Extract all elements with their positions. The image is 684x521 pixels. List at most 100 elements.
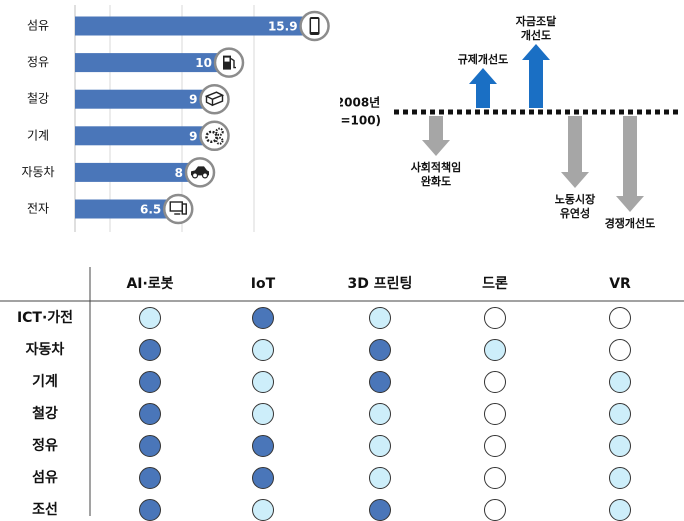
bar-value-label: 15.9	[268, 20, 298, 34]
up-arrow-label: 규제개선도	[458, 52, 509, 66]
bar-value-label: 6.5	[140, 203, 161, 217]
interest-dot	[609, 499, 631, 521]
car-wheel	[191, 172, 199, 179]
column-header: 3D 프린팅	[348, 275, 413, 292]
bar	[75, 162, 191, 182]
interest-dot	[369, 371, 391, 393]
steel-beam-icon	[199, 83, 230, 115]
row-label: 정유	[32, 437, 58, 454]
industry-bar-chart: 섬유 15.9 정유 10 철강 9 기계 9 자동차 8 전자 6.5	[21, 5, 330, 232]
interest-dot	[252, 371, 274, 393]
down-arrow	[616, 116, 644, 212]
bar-value-label: 9	[189, 93, 197, 107]
bar-value-label: 8	[175, 166, 183, 180]
bar-value-label: 10	[195, 56, 212, 70]
interest-dot	[484, 339, 506, 361]
gear-small-2	[215, 136, 224, 145]
car-wheel	[201, 172, 209, 179]
interest-dot	[369, 339, 391, 361]
row-label: ICT·가전	[17, 309, 73, 326]
icon-ring	[199, 120, 230, 152]
interest-dot	[484, 467, 506, 489]
column-header: AI·로봇	[126, 276, 173, 292]
category-label: 전자	[27, 202, 49, 216]
icon-ring	[163, 193, 194, 225]
interest-dot	[369, 435, 391, 457]
row-label: 철강	[32, 405, 58, 422]
column-header: IoT	[251, 276, 276, 292]
interest-dot	[484, 499, 506, 521]
up-arrow	[522, 44, 550, 108]
interest-dot	[369, 467, 391, 489]
interest-dot	[139, 403, 161, 425]
down-arrow-label: 유연성	[560, 206, 590, 220]
up-arrow-label: 개선도	[521, 28, 551, 42]
bar	[75, 199, 170, 219]
interest-dot	[139, 467, 161, 489]
row-label: 섬유	[32, 470, 58, 486]
bar	[75, 89, 206, 109]
interest-dot	[139, 339, 161, 361]
row-label: 기계	[32, 374, 58, 390]
down-arrow-label: 완화도	[421, 174, 451, 188]
pump-window	[224, 57, 230, 62]
interest-dot	[484, 435, 506, 457]
interest-dot	[252, 339, 274, 361]
interest-dot	[484, 403, 506, 425]
row-label: 조선	[32, 502, 58, 518]
beam-side	[211, 95, 224, 107]
interest-dot	[609, 339, 631, 361]
phone-screen	[311, 19, 319, 32]
bar	[75, 126, 206, 146]
smartphone-icon	[299, 10, 330, 42]
interest-dot	[484, 371, 506, 393]
competitiveness-arrow-chart: 2008년 (=100) 규제개선도 자금조달개선도사회적책임완화도노동시장유연성경쟁…	[340, 14, 680, 230]
bar-value-label: 9	[189, 129, 197, 143]
tower	[181, 203, 187, 215]
computer-icon	[163, 193, 194, 225]
interest-dot	[252, 403, 274, 425]
row-label: 자동차	[26, 342, 65, 358]
interest-dot	[252, 467, 274, 489]
interest-dot	[369, 499, 391, 521]
pump-body	[223, 55, 231, 70]
category-label: 기계	[27, 128, 49, 142]
up-arrow-label: 자금조달	[516, 14, 556, 28]
down-arrow-label: 경쟁개선도	[605, 216, 656, 230]
interest-dot	[252, 307, 274, 329]
interest-dot	[139, 435, 161, 457]
interest-dot	[139, 371, 161, 393]
category-label: 섬유	[27, 19, 49, 33]
interest-dot	[609, 307, 631, 329]
bar	[75, 16, 306, 36]
down-arrow	[422, 116, 450, 156]
interest-dot	[369, 307, 391, 329]
baseline-label: (=100)	[340, 114, 381, 128]
interest-dot	[609, 435, 631, 457]
gear-large	[205, 130, 218, 144]
interest-dot	[252, 499, 274, 521]
interest-dot	[484, 307, 506, 329]
interest-dot	[369, 403, 391, 425]
column-header: 드론	[482, 276, 508, 292]
category-label: 철강	[27, 92, 49, 106]
up-arrow	[469, 68, 497, 108]
interest-dot	[609, 403, 631, 425]
baseline-label: 2008년	[340, 96, 380, 110]
down-arrow-label: 노동시장	[555, 192, 595, 206]
beam-front	[205, 96, 213, 106]
fuel-pump-icon	[213, 47, 245, 78]
gear-small	[215, 127, 224, 137]
interest-dot	[139, 307, 161, 329]
down-arrow	[561, 116, 589, 188]
car-icon	[184, 157, 216, 188]
bar	[75, 53, 220, 73]
category-label: 자동차	[21, 165, 54, 179]
gears-icon	[199, 120, 230, 152]
down-arrow-label: 사회적책임	[411, 160, 462, 174]
interest-dot	[139, 499, 161, 521]
interest-dot	[252, 435, 274, 457]
interest-dot	[609, 371, 631, 393]
interest-dot	[609, 467, 631, 489]
